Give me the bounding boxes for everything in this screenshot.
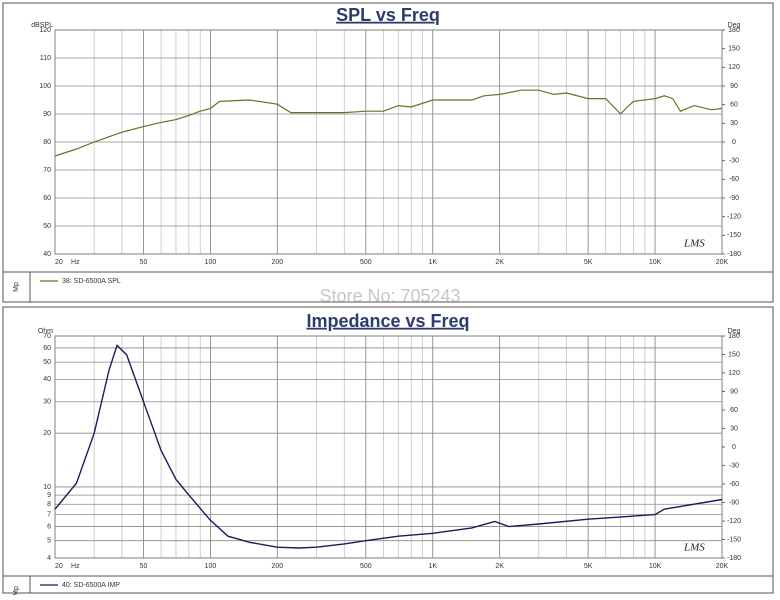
- x-tick-label: 2K: [495, 563, 504, 570]
- y-tick-label: 40: [43, 376, 51, 383]
- y2-tick-label: -60: [729, 176, 739, 183]
- x-tick-label: 20: [55, 259, 63, 266]
- y-tick-label: 5: [47, 538, 51, 545]
- y-tick-label: 30: [43, 399, 51, 406]
- x-tick-label: 1K: [428, 259, 437, 266]
- data-line: [54, 344, 723, 549]
- y2-tick-label: 30: [730, 120, 738, 127]
- y2-tick-label: 30: [730, 425, 738, 432]
- y-tick-label: 90: [43, 111, 51, 118]
- y2-tick-label: -180: [727, 251, 741, 258]
- x-tick-label: 20: [55, 563, 63, 570]
- x-tick-label: 1K: [428, 563, 437, 570]
- x-tick-label: 10K: [649, 259, 662, 266]
- y-tick-label: 110: [40, 55, 51, 62]
- legend-label: 38: SD-6500A SPL: [62, 278, 121, 285]
- y-tick-label: 40: [43, 251, 51, 258]
- x-tick-label: 500: [360, 563, 372, 570]
- x-tick-label: 500: [360, 259, 372, 266]
- x-tick-label: 20K: [716, 563, 729, 570]
- y-tick-label: 70: [43, 333, 51, 340]
- y2-axis-label: Deg: [728, 22, 741, 29]
- y2-tick-label: 180: [728, 333, 740, 340]
- chart-title: SPL vs Freq: [336, 5, 440, 25]
- x-tick-label: 10K: [649, 563, 662, 570]
- y-tick-label: 8: [47, 501, 51, 508]
- side-label: Mp: [13, 282, 20, 292]
- y2-tick-label: 150: [728, 46, 740, 53]
- y2-tick-label: 120: [728, 370, 740, 377]
- y-tick-label: 20: [43, 430, 51, 437]
- y-tick-label: 50: [43, 359, 51, 366]
- y-tick-label: 9: [47, 492, 51, 499]
- y2-tick-label: -150: [727, 536, 741, 543]
- x-axis-label: Hz: [71, 563, 80, 570]
- y-tick-label: 4: [47, 555, 51, 562]
- y2-tick-label: 180: [728, 27, 740, 34]
- y-axis-label: Ohm: [38, 328, 53, 335]
- y-tick-label: 7: [47, 511, 51, 518]
- y-tick-label: 80: [43, 139, 51, 146]
- y2-tick-label: -180: [727, 555, 741, 562]
- y-tick-label: 70: [43, 167, 51, 174]
- y2-tick-label: 120: [728, 64, 740, 71]
- y2-tick-label: -30: [729, 462, 739, 469]
- x-tick-label: 200: [271, 563, 283, 570]
- y2-tick-label: 0: [732, 444, 736, 451]
- x-tick-label: 100: [205, 259, 217, 266]
- y2-tick-label: -30: [729, 158, 739, 165]
- data-line: [54, 89, 723, 157]
- y2-tick-label: 90: [730, 83, 738, 90]
- y-tick-label: 100: [39, 83, 51, 90]
- x-tick-label: 50: [140, 259, 148, 266]
- y2-tick-label: 60: [730, 407, 738, 414]
- x-axis-label: Hz: [71, 259, 80, 266]
- x-tick-label: 50: [140, 563, 148, 570]
- x-tick-label: 5K: [584, 259, 593, 266]
- plot-area: [54, 335, 723, 559]
- y-tick-label: 50: [43, 223, 51, 230]
- side-label: Mp: [13, 586, 20, 595]
- y2-axis-label: Deg: [728, 328, 741, 335]
- logo: LMS: [683, 238, 705, 250]
- x-tick-label: 20K: [716, 259, 729, 266]
- y2-tick-label: -120: [727, 214, 741, 221]
- legend-label: 40: SD-6500A IMP: [62, 582, 120, 589]
- y2-tick-label: -60: [729, 481, 739, 488]
- y2-tick-label: 0: [732, 139, 736, 146]
- y2-tick-label: 90: [730, 388, 738, 395]
- y2-tick-label: -120: [727, 518, 741, 525]
- x-tick-label: 2K: [495, 259, 504, 266]
- y2-tick-label: -90: [729, 499, 739, 506]
- y-axis-label: dBSPL: [31, 22, 53, 29]
- y2-tick-label: 60: [730, 102, 738, 109]
- x-tick-label: 200: [271, 259, 283, 266]
- watermark: Store No: 705243: [319, 286, 460, 306]
- logo: LMS: [683, 542, 705, 554]
- y-tick-label: 6: [47, 523, 51, 530]
- y-tick-label: 60: [43, 345, 51, 352]
- y2-tick-label: 150: [728, 351, 740, 358]
- y-tick-label: 120: [39, 27, 51, 34]
- y2-tick-label: -150: [727, 232, 741, 239]
- chart-title: Impedance vs Freq: [306, 311, 469, 331]
- y2-tick-label: -90: [729, 195, 739, 202]
- y-tick-label: 10: [43, 484, 51, 491]
- y-tick-label: 60: [43, 195, 51, 202]
- x-tick-label: 100: [205, 563, 217, 570]
- x-tick-label: 5K: [584, 563, 593, 570]
